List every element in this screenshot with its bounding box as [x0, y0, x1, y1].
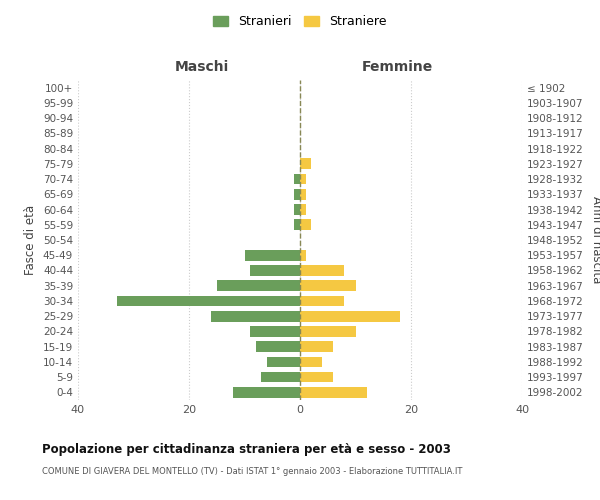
Bar — [300, 174, 305, 184]
Bar — [300, 342, 334, 352]
Bar — [300, 372, 334, 382]
Bar — [117, 296, 300, 306]
Bar — [300, 311, 400, 322]
Bar — [295, 220, 300, 230]
Bar — [295, 174, 300, 184]
Bar — [250, 326, 300, 337]
Legend: Stranieri, Straniere: Stranieri, Straniere — [209, 11, 391, 32]
Text: COMUNE DI GIAVERA DEL MONTELLO (TV) - Dati ISTAT 1° gennaio 2003 - Elaborazione : COMUNE DI GIAVERA DEL MONTELLO (TV) - Da… — [42, 468, 463, 476]
Bar — [300, 356, 322, 367]
Bar — [300, 326, 355, 337]
Bar — [295, 204, 300, 215]
Bar — [300, 265, 344, 276]
Bar — [245, 250, 300, 260]
Bar — [300, 387, 367, 398]
Bar — [295, 189, 300, 200]
Bar — [266, 356, 300, 367]
Text: Popolazione per cittadinanza straniera per età e sesso - 2003: Popolazione per cittadinanza straniera p… — [42, 442, 451, 456]
Bar — [250, 265, 300, 276]
Y-axis label: Fasce di età: Fasce di età — [25, 205, 37, 275]
Bar — [256, 342, 300, 352]
Bar — [233, 387, 300, 398]
Text: Maschi: Maschi — [175, 60, 229, 74]
Bar — [300, 296, 344, 306]
Bar — [211, 311, 300, 322]
Bar — [217, 280, 300, 291]
Bar — [300, 158, 311, 169]
Bar — [300, 189, 305, 200]
Text: Femmine: Femmine — [362, 60, 433, 74]
Bar — [261, 372, 300, 382]
Bar — [300, 220, 311, 230]
Bar — [300, 250, 305, 260]
Bar — [300, 204, 305, 215]
Y-axis label: Anni di nascita: Anni di nascita — [590, 196, 600, 284]
Bar — [300, 280, 355, 291]
